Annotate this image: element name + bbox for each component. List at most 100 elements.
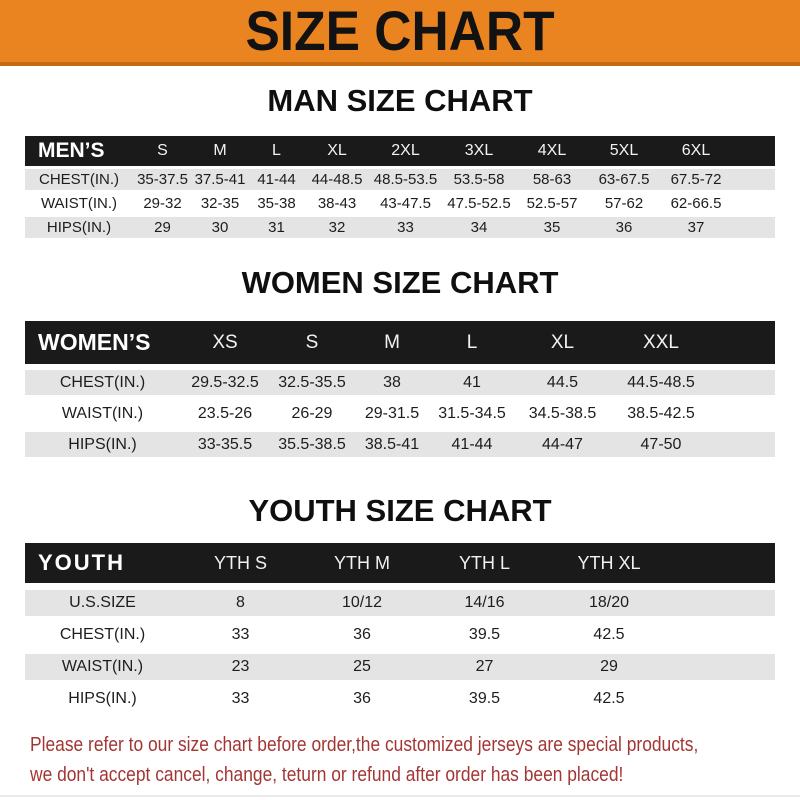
size-value: 38.5-42.5 bbox=[627, 404, 695, 422]
size-value: 29-31.5 bbox=[364, 404, 420, 422]
size-column-header: XL bbox=[550, 331, 575, 353]
size-value: 41 bbox=[463, 373, 481, 391]
size-column-header: 2XL bbox=[391, 142, 420, 159]
table-row: HIPS(IN.) 33 36 39.5 42.5 bbox=[25, 686, 775, 712]
size-value: 37 bbox=[687, 219, 705, 236]
size-value: 33-35.5 bbox=[197, 435, 253, 453]
image-bottom-edge bbox=[0, 795, 800, 797]
table-row: CHEST(IN.) 33 36 39.5 42.5 bbox=[25, 622, 775, 648]
size-column-header: XS bbox=[212, 331, 238, 353]
size-value: 23.5-26 bbox=[197, 404, 253, 422]
section-heading-youth: YOUTH SIZE CHART bbox=[248, 493, 552, 528]
size-value: 31.5-34.5 bbox=[438, 404, 506, 422]
size-value: 41-44 bbox=[451, 435, 493, 453]
size-value: 35-37.5 bbox=[137, 171, 188, 188]
size-value: 67.5-72 bbox=[670, 171, 722, 188]
size-column-header: 3XL bbox=[464, 142, 494, 159]
size-column-header: 5XL bbox=[609, 142, 639, 159]
size-value: 47.5-52.5 bbox=[447, 195, 511, 212]
size-value: 32-35 bbox=[200, 195, 240, 212]
table-row: U.S.SIZE 8 10/12 14/16 18/20 bbox=[25, 590, 775, 616]
row-label: HIPS(IN.) bbox=[68, 690, 137, 707]
man-size-section: MAN SIZE CHART MEN’S S M L XL 2XL 3XL 4XL 5XL 6XL… bbox=[0, 83, 800, 238]
section-heading-women: WOMEN SIZE CHART bbox=[241, 265, 559, 300]
size-value: 26-29 bbox=[291, 404, 333, 422]
size-value: 29-32 bbox=[143, 195, 182, 212]
table-row: WAIST(IN.) 29-32 32-35 35-38 38-43 43-47.5 47.… bbox=[25, 193, 775, 214]
row-label: WAIST(IN.) bbox=[61, 404, 144, 422]
size-value: 35-38 bbox=[257, 195, 296, 212]
size-value: 29 bbox=[600, 658, 618, 675]
size-value: 32.5-35.5 bbox=[278, 373, 346, 391]
table-row: CHEST(IN.) 35-37.5 37.5-41 41-44 44-48.5 48.5… bbox=[25, 169, 775, 190]
youth-size-table: YOUTH YTH S YTH M YTH L YTH XL U.S.SIZE 8 10/12… bbox=[25, 543, 775, 712]
youth-size-section: YOUTH SIZE CHART YOUTH YTH S YTH M YTH L YTH… bbox=[0, 493, 800, 712]
size-column-header: YTH L bbox=[458, 552, 510, 573]
size-value: 23 bbox=[231, 658, 250, 675]
size-value: 32 bbox=[328, 219, 346, 236]
size-value: 63-67.5 bbox=[598, 171, 650, 188]
row-label: WAIST(IN.) bbox=[40, 195, 118, 212]
size-chart-banner: SIZE CHART bbox=[0, 0, 800, 66]
women-size-section: WOMEN SIZE CHART WOMEN’S XS S M L XL XXL CHEST(… bbox=[0, 265, 800, 457]
section-heading-man: MAN SIZE CHART bbox=[267, 83, 533, 118]
size-column-header: L bbox=[466, 331, 478, 353]
size-column-header: XXL bbox=[643, 331, 679, 353]
size-value: 39.5 bbox=[468, 690, 501, 707]
size-value: 14/16 bbox=[464, 594, 505, 611]
size-value: 44-48.5 bbox=[311, 171, 363, 188]
size-value: 30 bbox=[211, 219, 229, 236]
size-column-header: XL bbox=[327, 142, 347, 159]
row-label: U.S.SIZE bbox=[69, 594, 136, 611]
size-value: 41-44 bbox=[257, 171, 296, 188]
size-column-header: M bbox=[384, 331, 400, 353]
size-column-header: S bbox=[157, 142, 168, 159]
women-size-table: WOMEN’S XS S M L XL XXL CHEST(IN.) 29.5-32.5 32.5… bbox=[25, 321, 775, 457]
size-value: 35.5-38.5 bbox=[278, 435, 346, 453]
size-value: 53.5-58 bbox=[453, 171, 505, 188]
table-header-row: MEN’S S M L XL 2XL 3XL 4XL 5XL 6XL bbox=[25, 136, 775, 166]
men-size-table: MEN’S S M L XL 2XL 3XL 4XL 5XL 6XL CHEST(IN.) 35-37… bbox=[25, 136, 775, 238]
size-value: 29 bbox=[154, 219, 171, 236]
size-value: 47-50 bbox=[640, 435, 682, 453]
size-column-header: S bbox=[305, 331, 319, 353]
size-value: 44.5-48.5 bbox=[627, 373, 695, 391]
size-column-header: YTH XL bbox=[577, 552, 641, 573]
table-header-row: WOMEN’S XS S M L XL XXL bbox=[25, 321, 775, 364]
size-value: 44.5 bbox=[546, 373, 579, 391]
row-label: WAIST(IN.) bbox=[61, 658, 144, 675]
footer-line-text: Please refer to our size chart before or… bbox=[30, 734, 699, 756]
table-row: HIPS(IN.) 29 30 31 32 33 34 35 36 37 bbox=[25, 217, 775, 238]
size-value: 44-47 bbox=[542, 435, 583, 453]
size-value: 33 bbox=[231, 626, 250, 643]
size-value: 33 bbox=[397, 219, 414, 236]
table-row: WAIST(IN.) 23 25 27 29 bbox=[25, 654, 775, 680]
size-column-header: M bbox=[213, 142, 227, 159]
row-label: HIPS(IN.) bbox=[46, 219, 112, 236]
size-value: 29.5-32.5 bbox=[191, 373, 259, 391]
size-value: 27 bbox=[475, 658, 494, 675]
size-column-header: L bbox=[272, 142, 281, 159]
size-column-header: 4XL bbox=[537, 142, 567, 159]
size-value: 36 bbox=[615, 219, 633, 236]
size-value: 10/12 bbox=[341, 594, 383, 611]
row-label: CHEST(IN.) bbox=[59, 626, 146, 643]
size-value: 38 bbox=[383, 373, 401, 391]
size-value: 39.5 bbox=[468, 626, 501, 643]
table-row: WAIST(IN.) 23.5-26 26-29 29-31.5 31.5-34.5 34… bbox=[25, 401, 775, 426]
size-value: 37.5-41 bbox=[194, 171, 246, 188]
banner-title: SIZE CHART bbox=[245, 0, 555, 62]
size-value: 48.5-53.5 bbox=[373, 171, 438, 188]
row-label: CHEST(IN.) bbox=[39, 171, 119, 188]
size-column-header: 6XL bbox=[681, 142, 711, 159]
size-value: 57-62 bbox=[604, 195, 644, 212]
footer-line: Please refer to our size chart before or… bbox=[30, 731, 800, 761]
size-value: 34 bbox=[470, 219, 488, 236]
table-corner-label: WOMEN’S bbox=[38, 329, 151, 355]
size-value: 33 bbox=[231, 690, 250, 707]
size-value: 35 bbox=[543, 219, 561, 236]
size-value: 42.5 bbox=[593, 690, 625, 707]
row-label: HIPS(IN.) bbox=[68, 435, 137, 453]
footer-note: Please refer to our size chart before or… bbox=[0, 731, 800, 791]
